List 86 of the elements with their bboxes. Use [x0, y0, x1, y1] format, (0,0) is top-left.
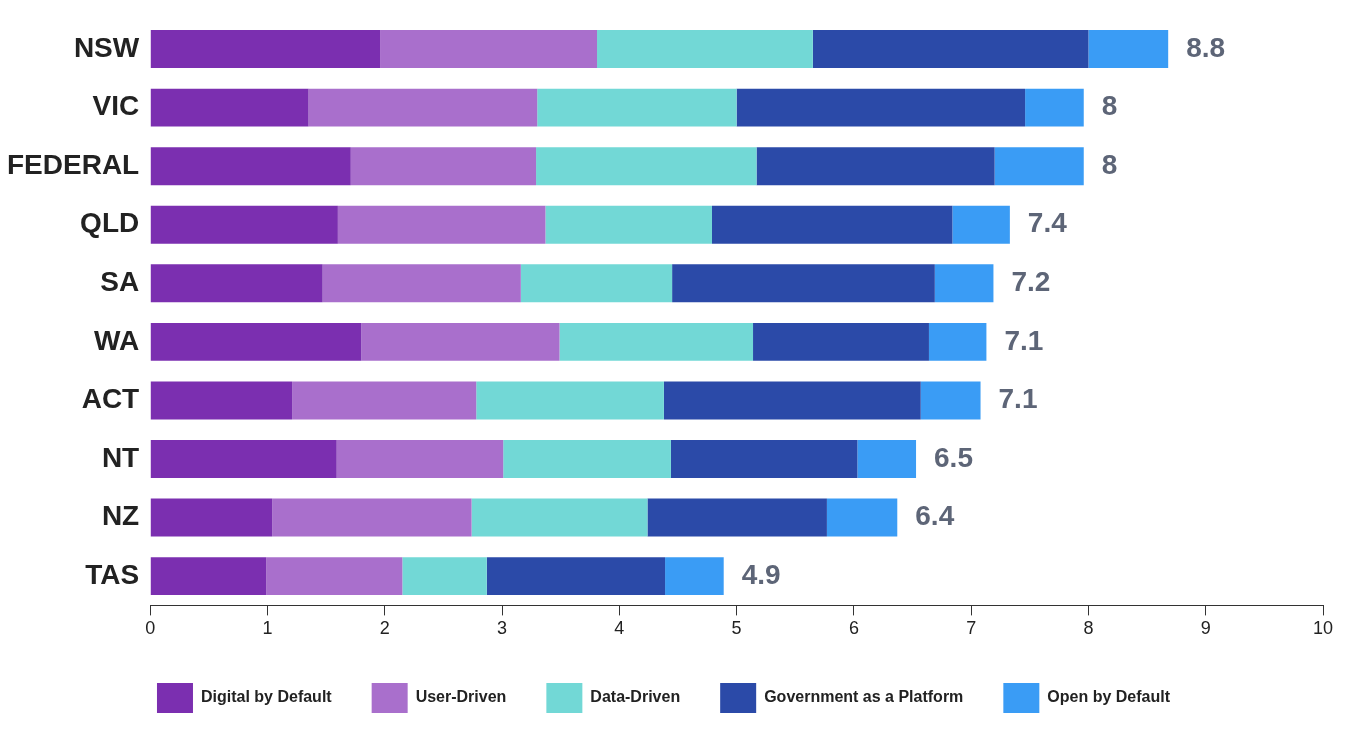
bar: [672, 264, 935, 303]
bar: [292, 381, 477, 420]
bar: [670, 440, 858, 478]
legend-label: Data-Driven: [590, 688, 681, 706]
y-tick-label: NSW: [73, 31, 140, 63]
bar: [322, 264, 521, 303]
total-label: 6.4: [915, 500, 955, 532]
total-label: 7.1: [998, 383, 1038, 415]
bar: [476, 381, 664, 420]
bar: [272, 498, 472, 537]
x-tick-label: 0: [145, 618, 156, 639]
y-tick-label: WA: [94, 324, 140, 356]
total-label: 8: [1101, 148, 1118, 180]
bar: [150, 205, 338, 244]
bar: [736, 88, 1026, 127]
bar: [536, 147, 757, 186]
x-tick-label: 7: [966, 618, 977, 639]
bar: [308, 88, 538, 127]
total-label: 7.2: [1011, 266, 1051, 298]
bar: [663, 381, 921, 420]
total-label: 4.9: [741, 558, 781, 590]
bar: [350, 147, 537, 186]
bar: [520, 264, 673, 303]
bar: [537, 88, 737, 127]
bar: [150, 147, 351, 186]
bar: [471, 498, 648, 537]
y-tick-label: TAS: [85, 558, 140, 590]
bar: [812, 30, 1089, 69]
y-tick-label: NT: [101, 441, 140, 473]
x-tick-label: 6: [848, 618, 859, 639]
bar: [952, 205, 1010, 244]
bar: [1088, 30, 1169, 69]
bar: [597, 30, 813, 69]
x-tick-label: 9: [1200, 618, 1211, 639]
bar: [928, 322, 987, 361]
bar: [665, 557, 724, 596]
bar: [545, 205, 712, 244]
y-tick-label: FEDERAL: [6, 148, 140, 180]
legend-label: Open by Default: [1047, 688, 1171, 706]
bar: [826, 498, 898, 537]
bar: [1025, 88, 1084, 127]
bar: [337, 205, 546, 244]
y-tick-label: VIC: [92, 90, 140, 122]
x-tick-label: 1: [262, 618, 273, 639]
y-tick-label: ACT: [81, 383, 140, 415]
bar: [559, 322, 754, 361]
y-tick-label: QLD: [80, 207, 140, 239]
bar: [994, 147, 1084, 186]
x-tick-label: 5: [731, 618, 742, 639]
bar: [857, 440, 917, 478]
total-label: 6.5: [934, 441, 973, 473]
bar: [380, 30, 598, 69]
bar: [753, 322, 929, 361]
bar: [150, 88, 309, 127]
bar: [934, 264, 994, 303]
bar: [150, 30, 381, 69]
total-label: 8: [1101, 90, 1118, 122]
y-tick-label: NZ: [101, 500, 140, 532]
x-tick-label: 4: [614, 618, 625, 639]
bar: [503, 440, 671, 478]
x-tick-label: 2: [379, 618, 390, 639]
bar: [486, 557, 666, 596]
bar: [647, 498, 827, 537]
x-tick-label: 3: [497, 618, 508, 639]
bar: [402, 557, 487, 596]
bar: [150, 322, 362, 361]
bar: [336, 440, 504, 478]
legend-label: Government as a Platform: [764, 688, 964, 706]
bar: [150, 264, 323, 303]
bar: [150, 498, 273, 537]
legend-label: Digital by Default: [200, 688, 333, 706]
bar: [711, 205, 953, 244]
bar: [920, 381, 981, 420]
legend-label: User-Driven: [415, 688, 507, 706]
total-label: 7.1: [1004, 324, 1044, 356]
total-label: 8.8: [1186, 31, 1226, 63]
bar: [150, 381, 293, 420]
bar: [361, 322, 560, 361]
total-label: 7.4: [1027, 207, 1068, 239]
bar: [150, 557, 267, 596]
bar: [756, 147, 995, 186]
x-tick-label: 10: [1312, 618, 1334, 639]
y-tick-label: SA: [100, 266, 140, 298]
bar: [266, 557, 403, 596]
x-tick-label: 8: [1083, 618, 1094, 639]
bar: [150, 440, 337, 478]
